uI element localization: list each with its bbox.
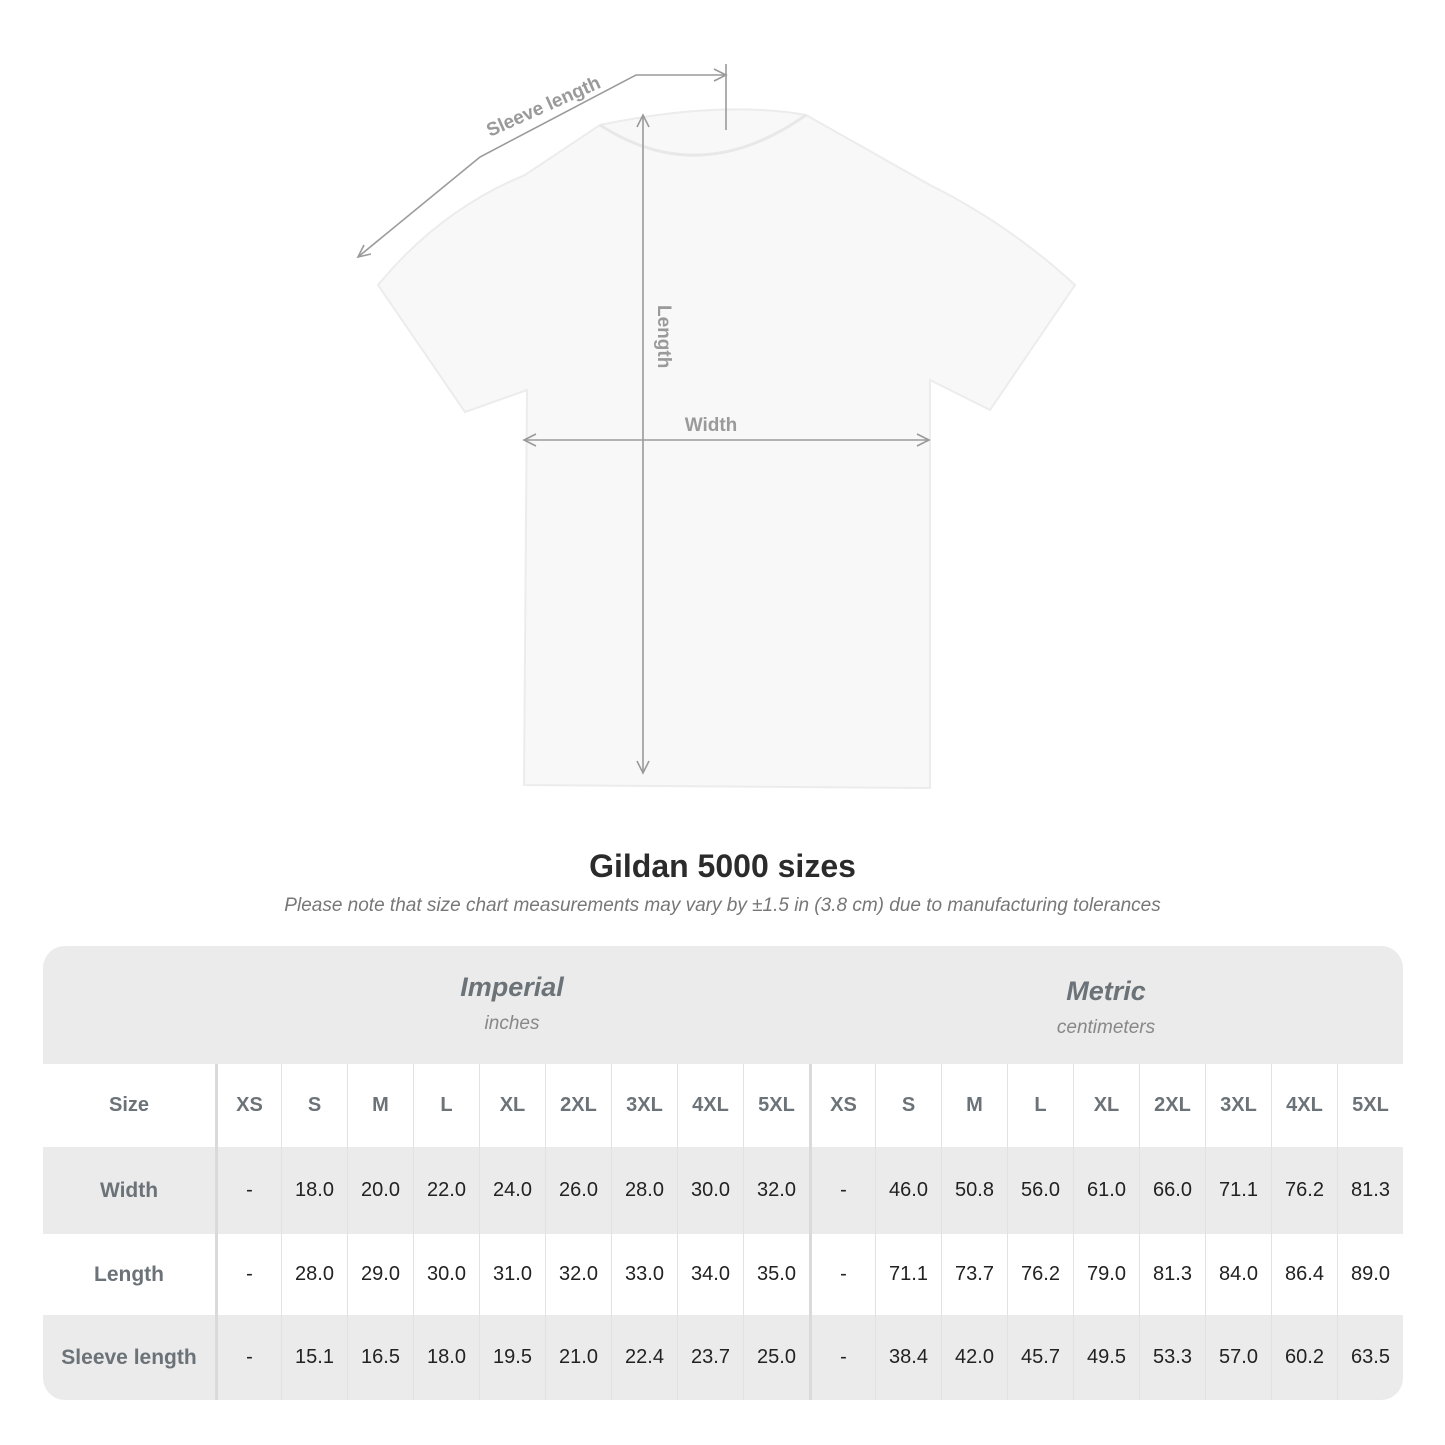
metric-value: 81.3 (1337, 1147, 1403, 1234)
metric-header: Metric centimeters (809, 946, 1403, 1064)
size-header-imperial: 4XL (677, 1064, 743, 1147)
row-label: Length (94, 1262, 164, 1286)
metric-value: 84.0 (1205, 1234, 1271, 1315)
imperial-value: 19.5 (479, 1315, 545, 1400)
size-chart-table: Imperial inches Metric centimeters Size X… (43, 946, 1403, 1400)
imperial-value: 31.0 (479, 1234, 545, 1315)
width-label: Width (685, 415, 738, 436)
metric-value: 79.0 (1073, 1234, 1139, 1315)
size-header-metric: 5XL (1337, 1064, 1403, 1147)
imperial-value: 25.0 (743, 1315, 809, 1400)
metric-value: 46.0 (875, 1147, 941, 1234)
imperial-value: - (215, 1315, 281, 1400)
imperial-value: 23.7 (677, 1315, 743, 1400)
size-header-metric: M (941, 1064, 1007, 1147)
size-header-metric: S (875, 1064, 941, 1147)
size-header-imperial: 2XL (545, 1064, 611, 1147)
metric-value: 42.0 (941, 1315, 1007, 1400)
tshirt-collar (599, 113, 807, 157)
imperial-value: 24.0 (479, 1147, 545, 1234)
imperial-value: 22.0 (413, 1147, 479, 1234)
metric-value: 57.0 (1205, 1315, 1271, 1400)
size-header-imperial: 3XL (611, 1064, 677, 1147)
imperial-header: Imperial inches (215, 946, 809, 1064)
size-label: Size (108, 1094, 150, 1116)
imperial-value: 34.0 (677, 1234, 743, 1315)
page-title: Gildan 5000 sizes (589, 848, 856, 884)
metric-value: 66.0 (1139, 1147, 1205, 1234)
size-header-metric: XL (1073, 1064, 1139, 1147)
imperial-value: 35.0 (743, 1234, 809, 1315)
metric-value: 49.5 (1073, 1315, 1139, 1400)
metric-value: 60.2 (1271, 1315, 1337, 1400)
table-row: Length -28.0 29.0 30.0 31.0 32.0 33.0 34.0 35.0-… (43, 1234, 1403, 1315)
imperial-value: 32.0 (743, 1147, 809, 1234)
metric-value: 71.1 (875, 1234, 941, 1315)
metric-value: 50.8 (941, 1147, 1007, 1234)
metric-label: Metric (1066, 976, 1146, 1006)
imperial-value: 30.0 (677, 1147, 743, 1234)
size-header-imperial: M (347, 1064, 413, 1147)
metric-value: 45.7 (1007, 1315, 1073, 1400)
imperial-value: 29.0 (347, 1234, 413, 1315)
imperial-value: 28.0 (281, 1234, 347, 1315)
imperial-label: Imperial (460, 972, 564, 1002)
imperial-value: 21.0 (545, 1315, 611, 1400)
imperial-value: 15.1 (281, 1315, 347, 1400)
table-row: Width -18.0 20.0 22.0 24.0 26.0 28.0 30.0 32.0-4… (43, 1147, 1403, 1234)
size-header-row: Size XS S M L XL 2XL 3XL 4XL 5XL XS S M L XL 2XL 3XL 4XL 5… (43, 1064, 1403, 1147)
metric-unit: centimeters (1056, 1017, 1156, 1038)
table-row: Sleeve length -15.1 16.5 18.0 19.5 21.0 22.4 23… (43, 1315, 1403, 1400)
metric-value: - (809, 1315, 875, 1400)
imperial-value: 16.5 (347, 1315, 413, 1400)
row-label: Sleeve length (61, 1345, 197, 1369)
imperial-value: 28.0 (611, 1147, 677, 1234)
metric-value: 61.0 (1073, 1147, 1139, 1234)
metric-value: 86.4 (1271, 1234, 1337, 1315)
imperial-value: 22.4 (611, 1315, 677, 1400)
size-header-imperial: L (413, 1064, 479, 1147)
imperial-value: - (215, 1147, 281, 1234)
sleeve-label: Sleeve length (483, 73, 603, 142)
size-header-metric: 3XL (1205, 1064, 1271, 1147)
tolerance-note: Please note that size chart measurements… (284, 895, 1161, 916)
size-header-imperial: XS (215, 1064, 281, 1147)
sleeve-measure-line (357, 74, 726, 258)
size-header-metric: L (1007, 1064, 1073, 1147)
imperial-unit: inches (484, 1013, 540, 1034)
size-header-metric: XS (809, 1064, 875, 1147)
metric-value: 56.0 (1007, 1147, 1073, 1234)
imperial-value: 18.0 (413, 1315, 479, 1400)
metric-value: 76.2 (1271, 1147, 1337, 1234)
imperial-value: 33.0 (611, 1234, 677, 1315)
imperial-value: 20.0 (347, 1147, 413, 1234)
imperial-value: 30.0 (413, 1234, 479, 1315)
imperial-value: 32.0 (545, 1234, 611, 1315)
size-header-imperial: 5XL (743, 1064, 809, 1147)
imperial-value: - (215, 1234, 281, 1315)
metric-value: 81.3 (1139, 1234, 1205, 1315)
length-label: Length (653, 305, 674, 368)
metric-value: 53.3 (1139, 1315, 1205, 1400)
metric-value: 38.4 (875, 1315, 941, 1400)
tshirt-shape (376, 108, 1077, 790)
metric-value: 71.1 (1205, 1147, 1271, 1234)
size-header-imperial: S (281, 1064, 347, 1147)
metric-value: 73.7 (941, 1234, 1007, 1315)
size-header-metric: 2XL (1139, 1064, 1205, 1147)
size-header-imperial: XL (479, 1064, 545, 1147)
row-label: Width (99, 1178, 159, 1202)
metric-value: - (809, 1147, 875, 1234)
metric-value: 89.0 (1337, 1234, 1403, 1315)
metric-value: - (809, 1234, 875, 1315)
tshirt-illustration: Sleeve length Length Width (356, 64, 1077, 790)
imperial-value: 18.0 (281, 1147, 347, 1234)
imperial-value: 26.0 (545, 1147, 611, 1234)
metric-value: 76.2 (1007, 1234, 1073, 1315)
size-header-metric: 4XL (1271, 1064, 1337, 1147)
metric-value: 63.5 (1337, 1315, 1403, 1400)
